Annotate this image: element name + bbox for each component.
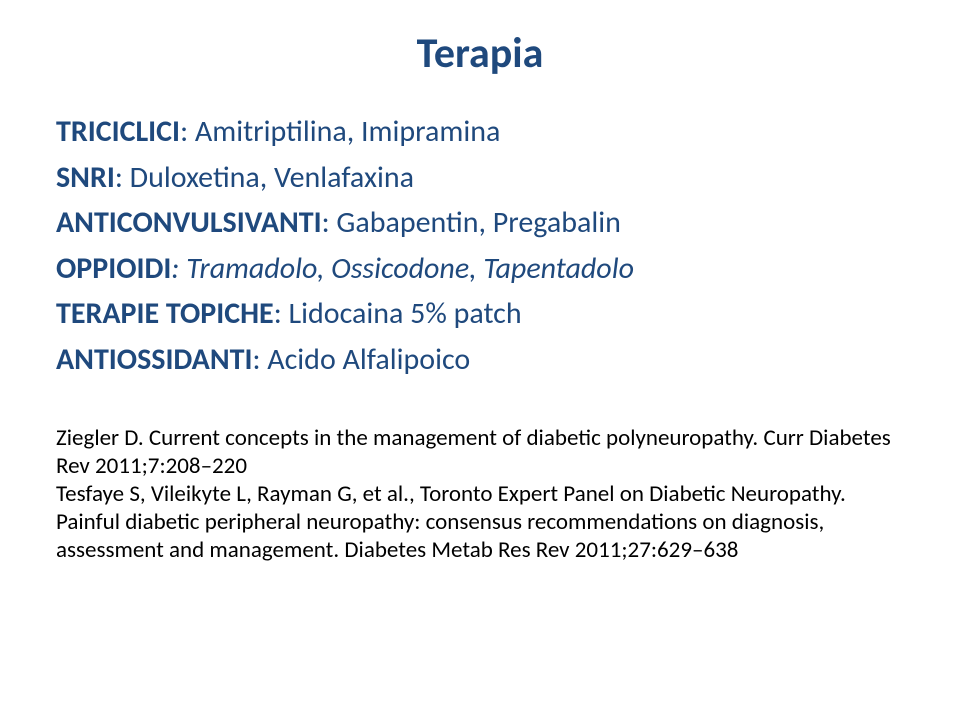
category-label: TERAPIE TOPICHE	[56, 295, 274, 332]
category-value: : Tramadolo, Ossicodone, Tapentadolo	[171, 250, 634, 287]
category-value: : Acido Alfalipoico	[252, 341, 470, 378]
category-item: ANTICONVULSIVANTI: Gabapentin, Pregabali…	[56, 204, 904, 242]
slide-title: Terapia	[56, 28, 904, 79]
category-list: TRICICLICI: Amitriptilina, Imipramina SN…	[56, 113, 904, 378]
category-value: : Gabapentin, Pregabalin	[322, 204, 621, 241]
category-value: : Lidocaina 5% patch	[274, 295, 522, 332]
category-item: TRICICLICI: Amitriptilina, Imipramina	[56, 113, 904, 151]
category-value: : Duloxetina, Venlafaxina	[115, 159, 414, 196]
category-item: SNRI: Duloxetina, Venlafaxina	[56, 159, 904, 197]
category-label: SNRI	[56, 159, 115, 196]
references-block: Ziegler D. Current concepts in the manag…	[56, 424, 904, 564]
category-label: OPPIOIDI	[56, 250, 171, 287]
category-label: TRICICLICI	[56, 113, 180, 150]
reference-item: Ziegler D. Current concepts in the manag…	[56, 424, 904, 480]
category-value: : Amitriptilina, Imipramina	[180, 113, 500, 150]
reference-item: Tesfaye S, Vileikyte L, Rayman G, et al.…	[56, 480, 904, 564]
category-item: TERAPIE TOPICHE: Lidocaina 5% patch	[56, 295, 904, 333]
category-label: ANTIOSSIDANTI	[56, 341, 252, 378]
category-item: ANTIOSSIDANTI: Acido Alfalipoico	[56, 341, 904, 379]
category-item: OPPIOIDI: Tramadolo, Ossicodone, Tapenta…	[56, 250, 904, 288]
category-label: ANTICONVULSIVANTI	[56, 204, 322, 241]
